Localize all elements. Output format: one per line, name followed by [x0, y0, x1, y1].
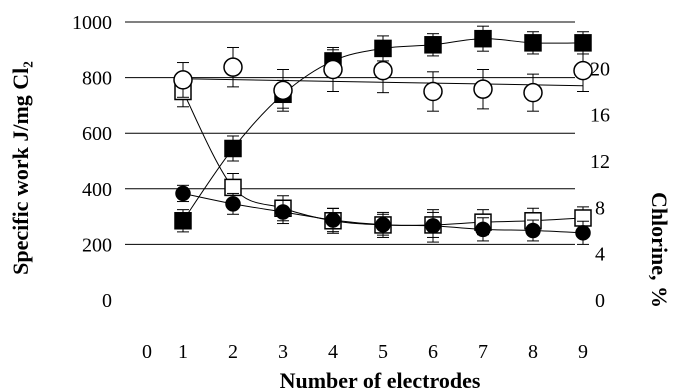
data-point [475, 221, 491, 238]
y-left-tick-label: 200 [82, 234, 112, 256]
data-point [375, 216, 391, 233]
data-point [224, 139, 242, 158]
data-point [223, 57, 243, 77]
y-right-tick-label: 4 [595, 244, 605, 266]
data-point [323, 59, 343, 80]
y-left-tick-label: 0 [102, 290, 112, 312]
data-point [173, 70, 193, 90]
data-point [325, 212, 341, 228]
data-point [525, 222, 541, 239]
data-point [174, 212, 192, 230]
x-tick-label: 8 [528, 341, 538, 363]
y-left-tick-label: 800 [82, 68, 112, 90]
y-right-tick-label: 0 [595, 290, 605, 312]
data-point [425, 218, 441, 234]
y-axis-right-label: Chlorine, % [647, 192, 672, 308]
x-tick-label: 9 [578, 341, 588, 363]
series-group [175, 184, 591, 245]
y-right-tick-label: 12 [590, 151, 610, 173]
data-point [175, 185, 191, 202]
x-tick-label: 3 [278, 341, 288, 363]
y-axis-left-label: Specific work J/mg Cl₂ [8, 61, 33, 275]
y-left-tick-label: 400 [82, 179, 112, 201]
y-right-tick-label: 8 [595, 197, 605, 219]
data-point [524, 34, 542, 52]
grid [125, 21, 575, 245]
x-tick-label: 2 [228, 341, 238, 363]
data-point [474, 29, 492, 48]
x-tick-label: 6 [428, 341, 438, 363]
data-point [473, 79, 493, 99]
x-tick-label: 4 [328, 341, 338, 363]
data-point [574, 34, 592, 52]
series [173, 25, 593, 245]
data-point [424, 36, 442, 54]
data-point [573, 60, 593, 81]
data-point [273, 80, 293, 101]
data-point [575, 225, 591, 241]
data-point [225, 196, 241, 212]
x-tick-label: 7 [478, 341, 488, 363]
y-right-tick-label: 20 [590, 58, 610, 80]
y-left-tick-label: 1000 [72, 12, 112, 34]
data-point [523, 82, 543, 103]
y-right-tick-label: 16 [590, 105, 610, 127]
data-point [275, 204, 291, 220]
data-point [423, 81, 443, 102]
series-group [173, 46, 593, 112]
y-left-tick-label: 600 [82, 123, 112, 145]
x-tick-label: 0 [142, 341, 152, 363]
x-tick-label: 5 [378, 341, 388, 363]
x-axis-label: Number of electrodes [280, 368, 481, 392]
data-point [373, 60, 393, 81]
x-tick-label: 1 [178, 341, 188, 363]
